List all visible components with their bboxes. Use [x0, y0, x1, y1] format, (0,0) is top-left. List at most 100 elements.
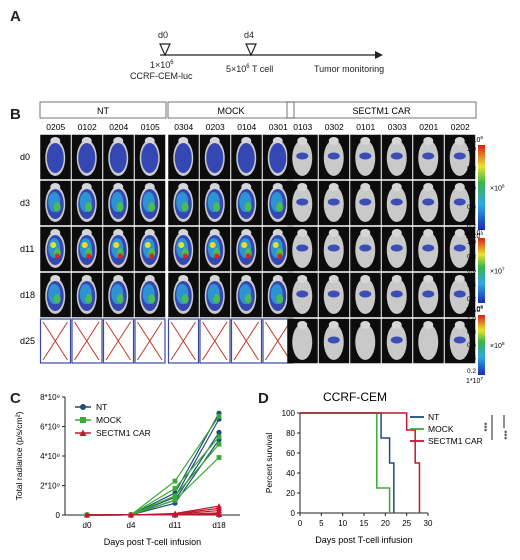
tumor-signal	[148, 294, 156, 304]
tumor-signal	[453, 198, 466, 206]
data-point	[172, 497, 178, 503]
deceased-cross	[202, 321, 228, 361]
mouse-head	[50, 137, 61, 145]
tumor-signal	[245, 253, 251, 259]
x-tick-label: 15	[360, 519, 369, 528]
mouse-head	[328, 321, 339, 329]
d4-marker	[245, 43, 257, 57]
mouse-head	[297, 321, 308, 329]
legend-label: SECTM1 CAR	[96, 428, 151, 438]
mouse-head	[423, 229, 434, 237]
mouse-head	[297, 275, 308, 283]
timeline-diagram	[159, 43, 383, 59]
tumor-signal	[296, 198, 309, 206]
timeline-arrowhead	[375, 51, 383, 59]
tumor-signal	[109, 143, 127, 173]
scale-min-label: 1*107	[466, 376, 483, 385]
mouse-head	[209, 229, 220, 237]
tumor-signal	[50, 242, 57, 248]
legend-label: NT	[428, 412, 439, 422]
mouse-head	[144, 137, 155, 145]
group-header-box	[39, 101, 167, 119]
mouse-head	[178, 275, 189, 283]
deceased-cross	[265, 321, 291, 361]
mouse-id-label: 0201	[419, 122, 438, 132]
mouse-head	[241, 275, 252, 283]
mouse-head	[391, 137, 402, 145]
day-row-label: d11	[20, 244, 34, 254]
mouse-head	[241, 183, 252, 191]
significance-label: ***	[503, 430, 512, 439]
tumor-signal	[116, 294, 124, 304]
tcell-dose-label: 5×106 T cell	[226, 64, 274, 74]
data-point	[84, 512, 90, 518]
scale-tick-label: 0.8	[467, 165, 476, 172]
tumor-signal	[327, 244, 340, 252]
group-header-label: MOCK	[218, 106, 245, 116]
mouse-head	[209, 137, 220, 145]
data-point	[128, 511, 134, 518]
mouse-head	[423, 183, 434, 191]
tumor-signal	[422, 290, 435, 298]
tumor-signal	[214, 253, 220, 259]
tumor-signal	[181, 294, 189, 304]
scale-min-label: 4*105	[466, 304, 483, 313]
scale-tick-label: 0.4	[467, 282, 476, 289]
mouse-head	[144, 229, 155, 237]
scale-tick-label: 0.2	[467, 223, 476, 230]
color-scale-bar	[478, 145, 485, 230]
tumor-signal	[327, 152, 340, 160]
mouse-head	[391, 275, 402, 283]
y-tick-label: 80	[286, 429, 295, 438]
mouse-id-label: 0203	[206, 122, 225, 132]
scale-tick-label: 0.4	[467, 204, 476, 211]
tumor-signal	[276, 202, 284, 212]
data-point	[216, 441, 222, 447]
d0-marker	[159, 43, 171, 57]
scale-multiplier-label: ×107	[490, 267, 505, 276]
scale-max-label: 1*107	[466, 228, 483, 237]
tumor-signal	[453, 336, 466, 344]
data-point	[216, 413, 222, 419]
scale-min-label: 2*104	[466, 231, 483, 240]
tumor-signal	[422, 152, 435, 160]
x-tick-label: 10	[338, 519, 347, 528]
x-tick-label: d11	[169, 521, 182, 530]
data-point	[172, 493, 178, 499]
y-tick-label: 0	[56, 511, 61, 520]
tumor-signal	[453, 244, 466, 252]
tumor-signal	[117, 253, 123, 259]
scale-multiplier-label: ×108	[490, 341, 505, 350]
mouse-head	[272, 275, 283, 283]
data-point	[216, 511, 222, 518]
panel-c-letter: C	[10, 390, 21, 407]
x-axis-title: Days post T-cell infusion	[315, 535, 412, 545]
tumor-signal	[269, 143, 287, 173]
tumor-signal	[85, 294, 93, 304]
mouse-silhouette	[418, 324, 439, 360]
timeline-d0-label: d0	[158, 30, 169, 40]
survival-chart: CCRF-CEM 0 20 40 60 80 100 0 5 10 15 20 25 30 Days pos…	[264, 390, 512, 545]
x-tick-label: 0	[298, 519, 303, 528]
mouse-id-label: 0204	[109, 122, 128, 132]
mouse-id-label: 0304	[174, 122, 193, 132]
mouse-head	[178, 229, 189, 237]
y-tick-label: 2*10⁹	[40, 482, 60, 491]
x-tick-label: d4	[127, 521, 136, 530]
mouse-head	[391, 321, 402, 329]
day-row-label: d18	[20, 290, 35, 300]
legend-label: NT	[96, 402, 107, 412]
deceased-cross	[170, 321, 196, 361]
tumor-signal	[53, 294, 61, 304]
tumor-signal	[244, 202, 252, 212]
group-header-label: SECTM1 CAR	[352, 106, 411, 116]
tumor-signal	[85, 202, 93, 212]
color-scale-bar	[478, 238, 485, 303]
deceased-cross	[233, 321, 259, 361]
mouse-head	[454, 321, 465, 329]
mouse-id-label: 0104	[237, 122, 256, 132]
mouse-head	[113, 229, 124, 237]
mouse-head	[391, 229, 402, 237]
tumor-signal	[182, 253, 188, 259]
data-point	[216, 455, 222, 460]
